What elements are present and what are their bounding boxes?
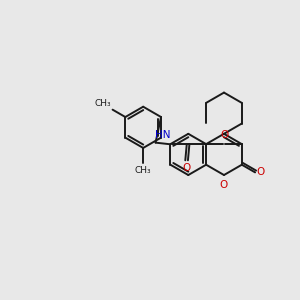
Text: CH₃: CH₃ bbox=[94, 99, 111, 108]
Text: O: O bbox=[256, 167, 265, 177]
Text: CH₃: CH₃ bbox=[135, 166, 152, 175]
Text: O: O bbox=[220, 130, 228, 140]
Text: HN: HN bbox=[155, 130, 170, 140]
Text: O: O bbox=[220, 180, 228, 190]
Text: O: O bbox=[182, 163, 190, 173]
